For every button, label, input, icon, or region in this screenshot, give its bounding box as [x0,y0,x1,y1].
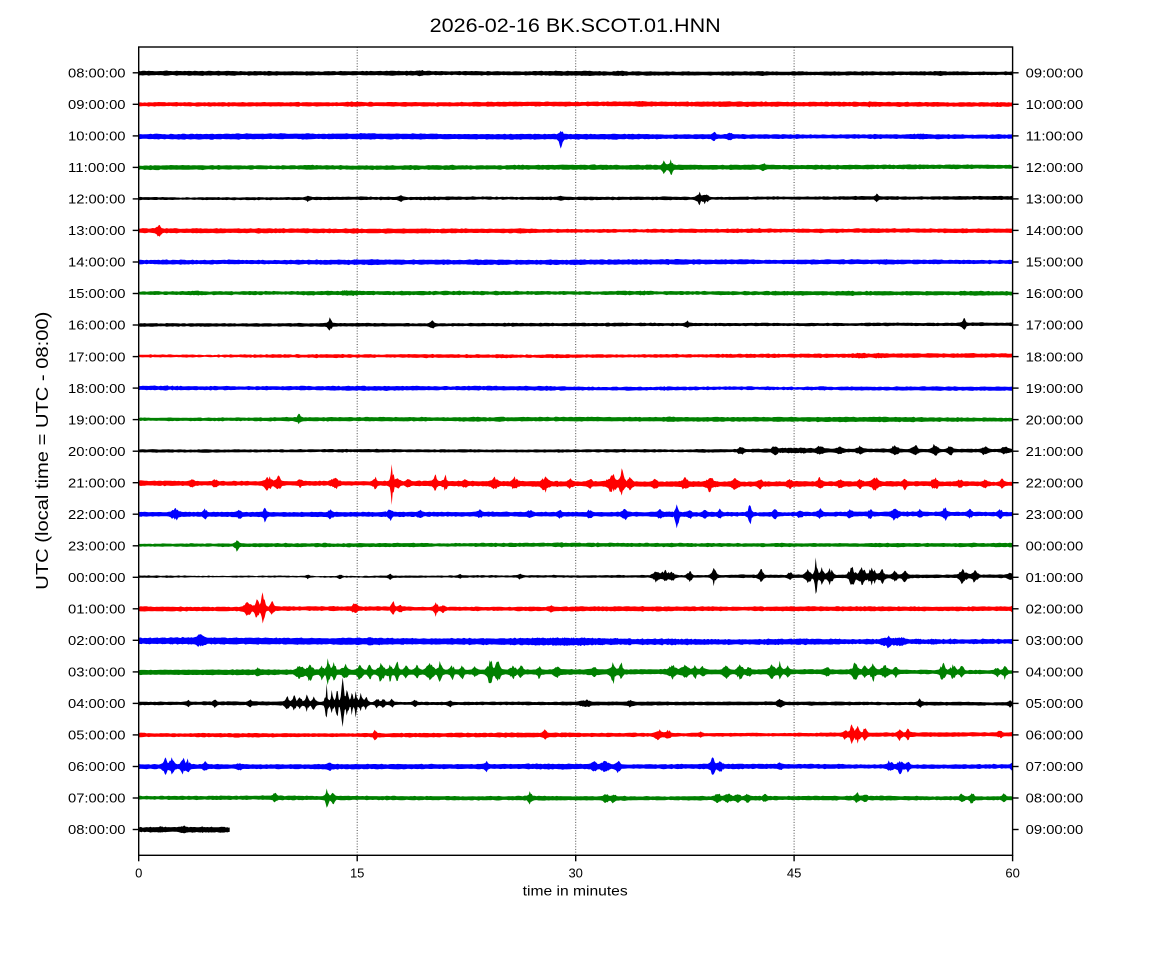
svg-text:16:00:00: 16:00:00 [1026,286,1084,301]
svg-text:15:00:00: 15:00:00 [68,286,126,301]
svg-text:21:00:00: 21:00:00 [1026,444,1084,459]
svg-text:15:00:00: 15:00:00 [1026,255,1084,270]
svg-text:14:00:00: 14:00:00 [68,255,126,270]
svg-text:17:00:00: 17:00:00 [68,349,126,364]
svg-text:17:00:00: 17:00:00 [1026,318,1084,333]
svg-text:06:00:00: 06:00:00 [68,759,126,774]
svg-text:20:00:00: 20:00:00 [1026,412,1084,427]
svg-text:22:00:00: 22:00:00 [1026,475,1084,490]
svg-text:18:00:00: 18:00:00 [68,381,126,396]
svg-text:06:00:00: 06:00:00 [1026,728,1084,743]
svg-text:07:00:00: 07:00:00 [1026,759,1084,774]
svg-text:04:00:00: 04:00:00 [1026,665,1084,680]
svg-text:21:00:00: 21:00:00 [68,475,126,490]
svg-text:time in minutes: time in minutes [523,884,628,899]
svg-text:07:00:00: 07:00:00 [68,791,126,806]
svg-text:22:00:00: 22:00:00 [68,507,126,522]
svg-text:01:00:00: 01:00:00 [1026,570,1084,585]
svg-text:12:00:00: 12:00:00 [1026,160,1084,175]
svg-text:12:00:00: 12:00:00 [68,192,126,207]
svg-text:30: 30 [568,866,582,881]
svg-text:04:00:00: 04:00:00 [68,696,126,711]
svg-text:14:00:00: 14:00:00 [1026,223,1084,238]
svg-text:05:00:00: 05:00:00 [68,728,126,743]
svg-text:10:00:00: 10:00:00 [68,129,126,144]
svg-text:20:00:00: 20:00:00 [68,444,126,459]
svg-text:05:00:00: 05:00:00 [1026,696,1084,711]
svg-text:18:00:00: 18:00:00 [1026,349,1084,364]
svg-text:02:00:00: 02:00:00 [1026,602,1084,617]
svg-text:23:00:00: 23:00:00 [68,539,126,554]
svg-text:2026-02-16 BK.SCOT.01.HNN: 2026-02-16 BK.SCOT.01.HNN [430,15,721,37]
svg-text:08:00:00: 08:00:00 [1026,791,1084,806]
svg-text:10:00:00: 10:00:00 [1026,97,1084,112]
svg-text:09:00:00: 09:00:00 [68,97,126,112]
svg-text:09:00:00: 09:00:00 [1026,66,1084,81]
svg-text:02:00:00: 02:00:00 [68,633,126,648]
svg-text:19:00:00: 19:00:00 [68,412,126,427]
svg-text:13:00:00: 13:00:00 [68,223,126,238]
svg-text:08:00:00: 08:00:00 [68,822,126,837]
svg-text:11:00:00: 11:00:00 [1026,129,1084,144]
svg-text:08:00:00: 08:00:00 [68,66,126,81]
svg-text:45: 45 [787,866,801,881]
svg-text:00:00:00: 00:00:00 [68,570,126,585]
svg-text:11:00:00: 11:00:00 [68,160,126,175]
svg-text:03:00:00: 03:00:00 [68,665,126,680]
svg-text:03:00:00: 03:00:00 [1026,633,1084,648]
svg-text:0: 0 [135,866,142,881]
svg-text:09:00:00: 09:00:00 [1026,822,1084,837]
svg-text:00:00:00: 00:00:00 [1026,539,1084,554]
svg-text:13:00:00: 13:00:00 [1026,192,1084,207]
svg-text:23:00:00: 23:00:00 [1026,507,1084,522]
svg-text:UTC (local time = UTC - 08:00): UTC (local time = UTC - 08:00) [32,312,52,590]
svg-text:15: 15 [350,866,364,881]
svg-text:16:00:00: 16:00:00 [68,318,126,333]
svg-text:01:00:00: 01:00:00 [68,602,126,617]
svg-text:19:00:00: 19:00:00 [1026,381,1084,396]
svg-text:60: 60 [1005,866,1019,881]
